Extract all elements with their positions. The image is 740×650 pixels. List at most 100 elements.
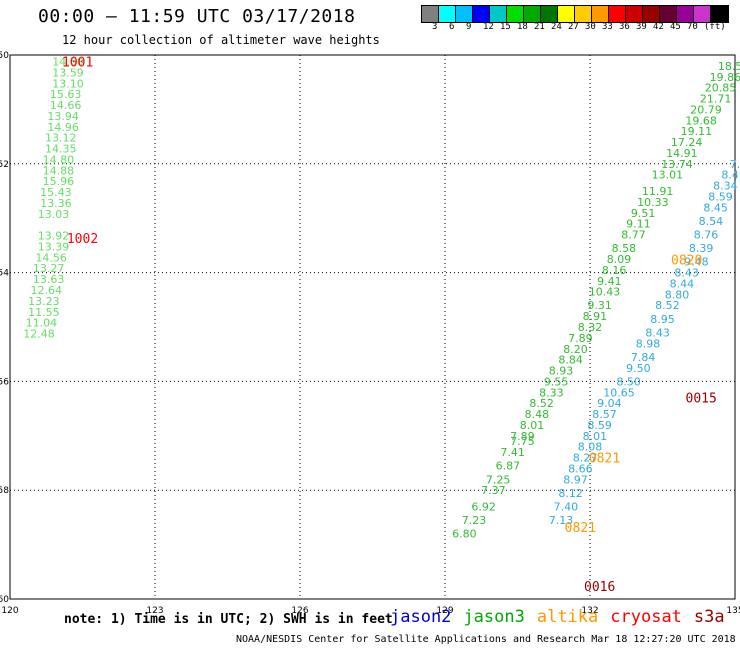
legend-swatch xyxy=(490,6,507,22)
time-label: 0015 xyxy=(686,392,717,407)
time-label: 0821 xyxy=(565,521,596,536)
swh-data-label: 14.60 xyxy=(52,56,84,69)
legend-swatch xyxy=(575,6,592,22)
swh-data-label: 19.68 xyxy=(685,114,717,127)
legend-tick-label: 27 xyxy=(568,22,579,32)
swh-data-label: 11.55 xyxy=(28,306,60,319)
swh-data-label: 8.80 xyxy=(665,288,690,301)
swh-data-label: 13.74 xyxy=(661,158,693,171)
swh-data-label: 13.63 xyxy=(33,273,65,286)
legend-tick-label: 45 xyxy=(670,22,681,32)
legend-swatch xyxy=(541,6,558,22)
legend-swatch xyxy=(524,6,541,22)
swh-data-label: 6.80 xyxy=(452,528,477,541)
swh-data-label: 8.32 xyxy=(578,321,603,334)
legend-swatch xyxy=(439,6,456,22)
x-tick-label: 120 xyxy=(1,606,18,616)
swh-data-label: 10.43 xyxy=(589,286,621,299)
swh-data-label: 14.88 xyxy=(43,164,75,177)
swh-data-label: 8.52 xyxy=(529,397,554,410)
swh-data-label: 7.23 xyxy=(462,514,487,527)
swh-data-label: 8.16 xyxy=(602,264,627,277)
swh-data-label: 7.75 xyxy=(510,435,535,448)
swh-data-label: 8.57 xyxy=(592,408,617,421)
swh-data-label: 14.91 xyxy=(666,147,698,160)
legend-tick-label: (ft) xyxy=(704,22,726,32)
swh-data-label: 8.33 xyxy=(539,386,564,399)
swh-data-label: 12.64 xyxy=(31,284,63,297)
swh-data-label: 8.59 xyxy=(708,190,733,203)
legend-tick-label: 15 xyxy=(500,22,511,32)
time-label: 1001 xyxy=(62,56,93,71)
chart-title: 00:00 – 11:59 UTC 03/17/2018 xyxy=(38,6,356,27)
swh-data-label: 9.41 xyxy=(597,275,622,288)
y-tick-label: -56 xyxy=(0,377,9,387)
swh-data-label: 7.84 xyxy=(631,351,656,364)
swh-data-label: 8.77 xyxy=(621,229,646,242)
legend-swatch xyxy=(456,6,473,22)
legend-tick-label: 33 xyxy=(602,22,613,32)
legend-tick-label: 3 xyxy=(432,22,438,32)
legend-tick-label: 30 xyxy=(585,22,596,32)
swh-data-label: 7.89 xyxy=(568,332,593,345)
y-tick-label: -52 xyxy=(0,160,9,170)
swh-data-label: 10.65 xyxy=(603,386,635,399)
swh-data-label: 13.10 xyxy=(52,77,84,90)
x-tick-label: 135 xyxy=(726,606,740,616)
swh-data-label: 14.80 xyxy=(43,153,75,166)
swh-data-label: 8.08 xyxy=(578,441,603,454)
swh-data-label: 8.95 xyxy=(650,313,675,326)
legend-tick-label: 6 xyxy=(449,22,455,32)
legend-tick-label: 21 xyxy=(534,22,545,32)
swh-data-label: 8.48 xyxy=(525,408,550,421)
swh-data-label: 21.71 xyxy=(700,93,732,106)
color-scale-legend xyxy=(421,5,729,23)
time-label: 1002 xyxy=(67,232,98,247)
swh-data-label: 13.94 xyxy=(47,110,79,123)
swh-data-label: 8.01 xyxy=(583,430,608,443)
swh-data-label: 14.56 xyxy=(35,251,67,264)
swh-data-label: 6.92 xyxy=(471,501,496,514)
satellite-altika: altika xyxy=(536,607,599,627)
legend-tick-label: 9 xyxy=(466,22,472,32)
y-tick-label: -50 xyxy=(0,51,9,61)
swh-data-label: 10.33 xyxy=(637,196,669,209)
satellite-legend: jason2 jason3 altika cryosat s3a xyxy=(390,607,737,627)
swh-data-label: 20.85 xyxy=(705,82,737,95)
swh-data-label: 6.87 xyxy=(496,460,521,473)
swh-data-label: 8.12 xyxy=(558,487,583,500)
swh-data-label: 15.63 xyxy=(50,88,82,101)
legend-swatch xyxy=(422,6,439,22)
swh-data-label: 13.23 xyxy=(28,295,60,308)
legend-tick-label: 39 xyxy=(636,22,647,32)
swh-data-label: 13.27 xyxy=(33,262,65,275)
swh-data-label: 7. xyxy=(730,158,740,171)
legend-swatch xyxy=(711,6,728,22)
swh-data-label: 8.39 xyxy=(689,242,714,255)
swh-data-label: 17.24 xyxy=(671,136,703,149)
legend-swatch xyxy=(592,6,609,22)
time-label: 0821 xyxy=(589,452,620,467)
swh-data-label: 11.91 xyxy=(642,185,674,198)
swh-data-label: 8.84 xyxy=(558,354,583,367)
swh-data-label: 8.76 xyxy=(694,229,719,242)
satellite-jason3: jason3 xyxy=(463,607,525,627)
swh-data-label: 8.54 xyxy=(699,215,724,228)
swh-data-label: 8.45 xyxy=(703,201,728,214)
swh-data-label: 8.52 xyxy=(655,299,680,312)
swh-data-label: 19.11 xyxy=(681,125,713,138)
legend-swatch xyxy=(643,6,660,22)
swh-data-label: 13.92 xyxy=(38,230,70,243)
swh-data-label: 8.44 xyxy=(670,277,695,290)
swh-data-label: 13.36 xyxy=(40,197,72,210)
chart-subtitle: 12 hour collection of altimeter wave hei… xyxy=(62,33,380,47)
swh-data-label: 13.12 xyxy=(45,132,77,145)
swh-data-label: 11.04 xyxy=(26,317,58,330)
swh-data-label: 9.51 xyxy=(631,207,656,220)
legend-tick-label: 12 xyxy=(483,22,494,32)
swh-data-label: 9.11 xyxy=(626,218,651,231)
satellite-cryosat: cryosat xyxy=(610,607,682,627)
legend-swatch xyxy=(660,6,677,22)
swh-data-label: 9.55 xyxy=(544,375,569,388)
swh-data-label: 8.97 xyxy=(563,473,588,486)
